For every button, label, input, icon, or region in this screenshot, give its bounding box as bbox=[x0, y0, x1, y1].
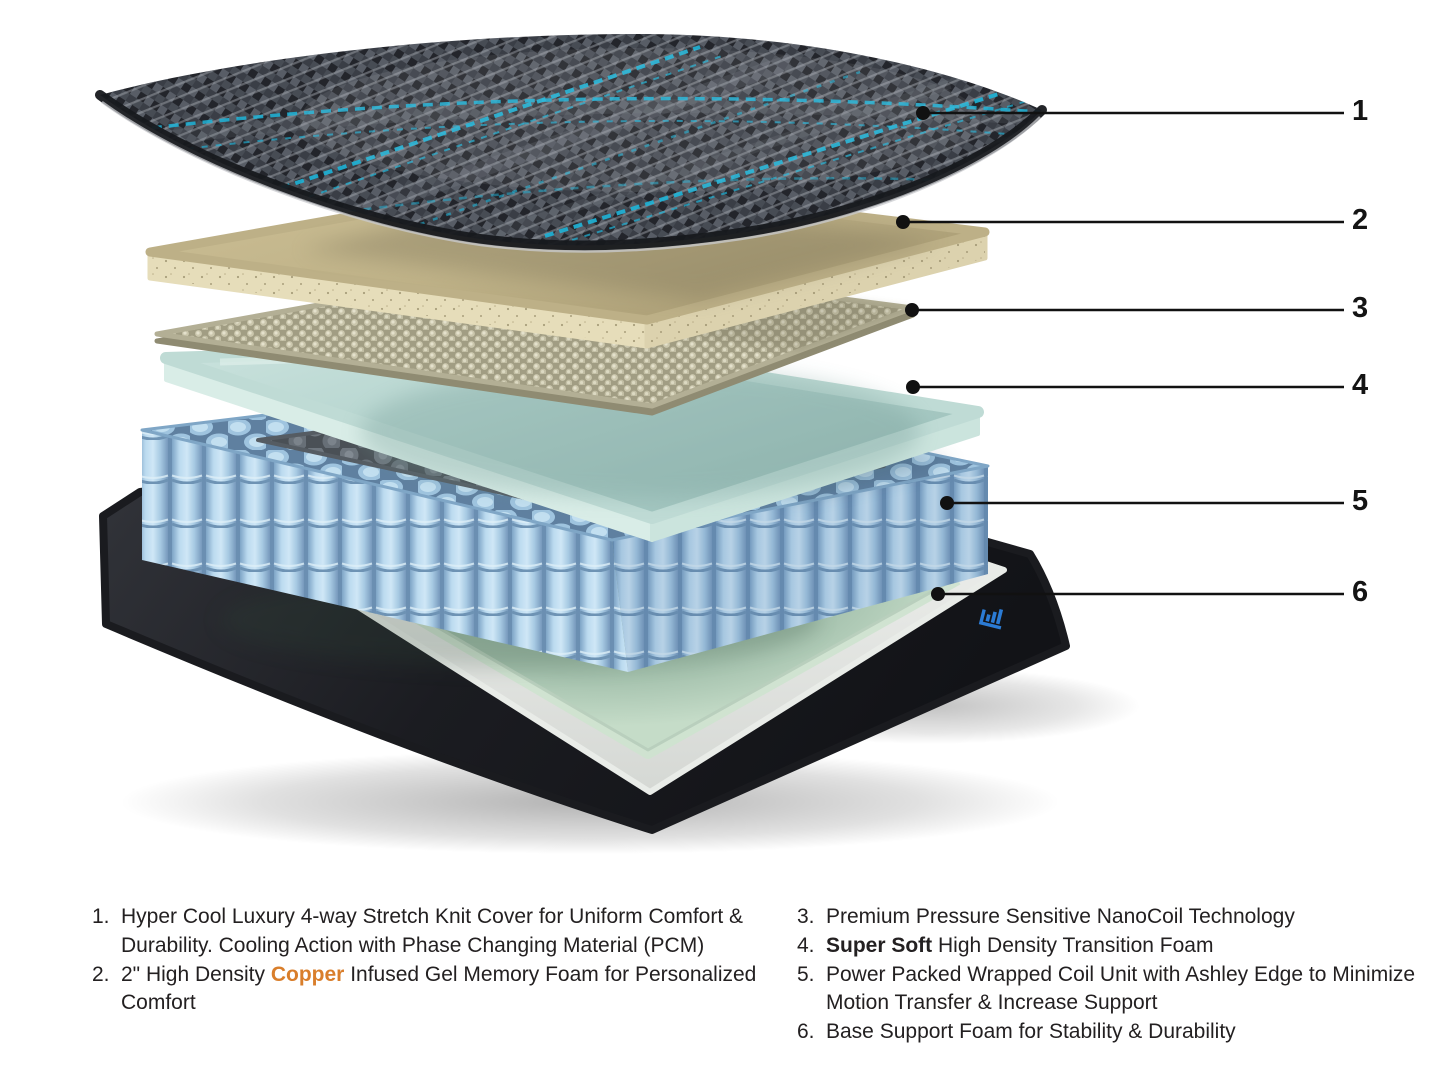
callout-number-4: 4 bbox=[1352, 369, 1369, 401]
legend-number: 2. bbox=[92, 962, 110, 986]
legend-number: 3. bbox=[797, 905, 815, 928]
legend-column-left: 1. Hyper Cool Luxury 4-way Stretch Knit … bbox=[92, 903, 787, 1018]
callout-number-2: 2 bbox=[1352, 204, 1369, 236]
legend-item-3: 3. Premium Pressure Sensitive NanoCoil T… bbox=[797, 903, 1422, 932]
legend-number: 6. bbox=[797, 1020, 815, 1044]
legend-item-6: 6. Base Support Foam for Stability & Dur… bbox=[797, 1018, 1422, 1047]
legend-number: 1. bbox=[92, 905, 110, 928]
legend-text: Premium Pressure Sensitive NanoCoil Tech… bbox=[826, 905, 1295, 928]
legend-item-4: 4. Super Soft High Density Transition Fo… bbox=[797, 932, 1422, 961]
legend-number: 4. bbox=[797, 933, 815, 957]
callout-line-4 bbox=[906, 380, 1344, 394]
callout-number-5: 5 bbox=[1352, 485, 1369, 517]
callout-lines bbox=[896, 106, 1344, 601]
brand-emblem-icon bbox=[978, 608, 1004, 630]
legend-text: 2" High Density Copper Infused Gel Memor… bbox=[121, 962, 757, 1015]
legend-item-5: 5. Power Packed Wrapped Coil Unit with A… bbox=[797, 961, 1422, 1019]
legend-text: Base Support Foam for Stability & Durabi… bbox=[826, 1020, 1236, 1044]
callout-line-1 bbox=[916, 106, 1344, 120]
callout-line-2 bbox=[896, 215, 1344, 229]
callout-line-3 bbox=[905, 303, 1344, 317]
callout-line-5 bbox=[940, 496, 1344, 510]
layer-4-transition-foam bbox=[160, 340, 984, 542]
legend-number: 5. bbox=[797, 962, 815, 986]
callout-number-6: 6 bbox=[1352, 576, 1369, 608]
legend-text: Power Packed Wrapped Coil Unit with Ashl… bbox=[826, 962, 1416, 1015]
legend-column-right: 3. Premium Pressure Sensitive NanoCoil T… bbox=[797, 903, 1422, 1047]
callout-number-1: 1 bbox=[1352, 95, 1369, 127]
callout-number-3: 3 bbox=[1352, 292, 1369, 324]
legend-text: Hyper Cool Luxury 4-way Stretch Knit Cov… bbox=[121, 905, 744, 957]
legend-text: Super Soft High Density Transition Foam bbox=[826, 933, 1214, 957]
legend-item-2: 2. 2" High Density Copper Infused Gel Me… bbox=[92, 961, 787, 1019]
callout-line-6 bbox=[931, 587, 1344, 601]
legend-item-1: 1. Hyper Cool Luxury 4-way Stretch Knit … bbox=[92, 903, 787, 961]
